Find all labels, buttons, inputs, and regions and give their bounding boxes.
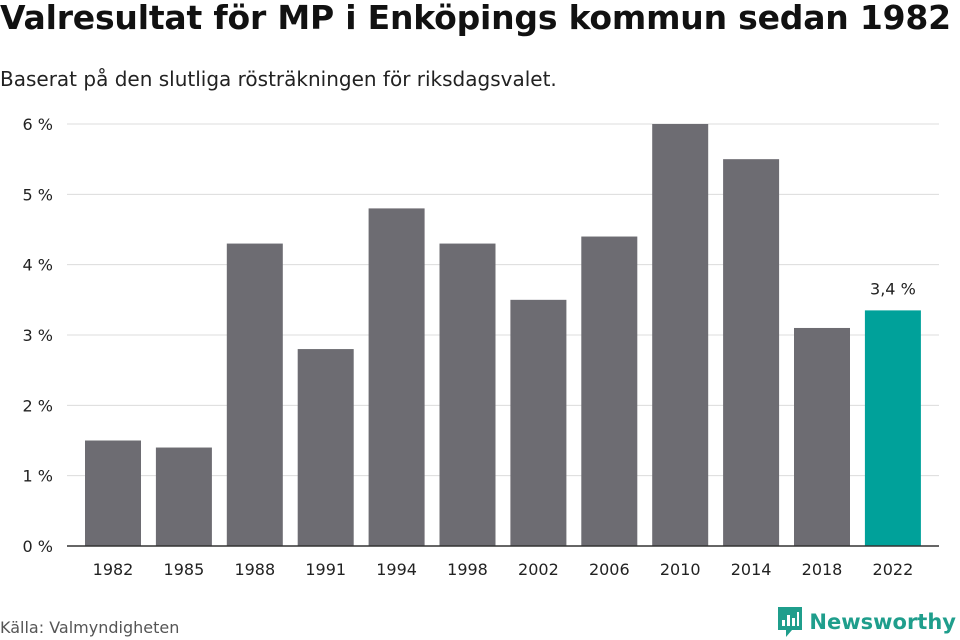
bar xyxy=(510,299,567,546)
bar xyxy=(581,236,638,547)
y-tick-label: 4 % xyxy=(23,256,53,275)
brand-logo: Newsworthy xyxy=(777,606,956,638)
bar-highlight xyxy=(864,310,921,546)
x-tick-label: 1985 xyxy=(164,560,205,579)
y-tick-label: 5 % xyxy=(23,185,53,204)
bar xyxy=(297,349,354,546)
bar xyxy=(439,243,496,547)
chart-title: Valresultat för MP i Enköpings kommun se… xyxy=(0,0,951,37)
y-tick-label: 3 % xyxy=(23,326,53,345)
bar-chart: 0 % 1 % 2 % 3 % 4 % 5 % 6 % 1982 1985 1988 1991 199… xyxy=(23,115,939,579)
bar xyxy=(794,327,850,546)
x-tick-label: 2002 xyxy=(518,560,559,579)
x-tick-label: 1994 xyxy=(376,560,417,579)
source-note: Källa: Valmyndigheten xyxy=(0,618,180,637)
chart-subtitle: Baserat på den slutliga rösträkningen fö… xyxy=(0,67,557,91)
x-tick-label: 2014 xyxy=(731,560,772,579)
y-tick-label: 6 % xyxy=(23,115,53,134)
newsworthy-logo-icon xyxy=(778,607,803,637)
bar xyxy=(723,159,780,546)
bar xyxy=(85,440,141,546)
y-tick-label: 2 % xyxy=(23,396,53,415)
x-tick-label: 1991 xyxy=(305,560,346,579)
bar xyxy=(155,447,212,546)
x-tick-label: 2010 xyxy=(660,560,701,579)
y-tick-label: 1 % xyxy=(23,467,53,486)
x-tick-label: 2018 xyxy=(802,560,843,579)
x-tick-label: 2022 xyxy=(873,560,914,579)
x-tick-label: 1982 xyxy=(93,560,134,579)
x-tick-label: 1998 xyxy=(447,560,488,579)
bar xyxy=(368,208,425,546)
x-tick-label: 1988 xyxy=(234,560,275,579)
bar xyxy=(226,243,283,547)
bar xyxy=(652,124,709,546)
y-tick-label: 0 % xyxy=(23,537,53,556)
data-label: 3,4 % xyxy=(870,279,916,298)
brand-name: Newsworthy xyxy=(809,610,956,634)
x-tick-label: 2006 xyxy=(589,560,630,579)
